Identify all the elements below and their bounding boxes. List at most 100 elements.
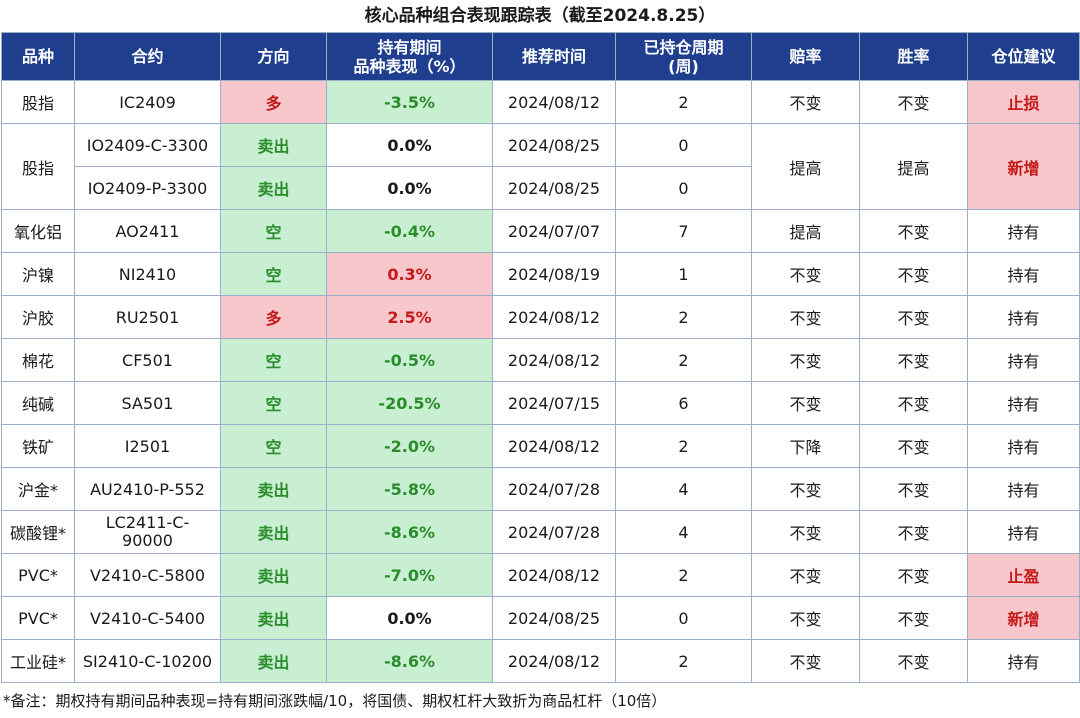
table-row: 股指 IO2409-C-3300 卖出 0.0% 2024/08/25 0 提高… bbox=[1, 123, 1080, 210]
weeks-cell: 2 bbox=[615, 553, 752, 597]
direction-cell: 卖出 bbox=[220, 467, 327, 511]
date-cell: 2024/08/12 bbox=[492, 424, 616, 468]
header-weeks: 已持仓周期 (周) bbox=[615, 32, 752, 81]
weeks-cell: 2 bbox=[615, 80, 752, 124]
direction-cell: 空 bbox=[220, 209, 327, 253]
advice-cell: 持有 bbox=[967, 510, 1080, 554]
direction-cell: 卖出 bbox=[220, 166, 327, 210]
performance-cell: -8.6% bbox=[326, 639, 493, 683]
date-cell: 2024/07/28 bbox=[492, 467, 616, 511]
variety-cell: 纯碱 bbox=[1, 381, 75, 425]
win-rate-cell: 不变 bbox=[859, 80, 968, 124]
date-cell: 2024/07/07 bbox=[492, 209, 616, 253]
contract-cell: AU2410-P-552 bbox=[74, 467, 221, 511]
table-row: 沪镍 NI2410 空 0.3% 2024/08/19 1 不变 不变 持有 bbox=[1, 252, 1080, 296]
advice-cell: 新增 bbox=[967, 596, 1080, 640]
contract-cell: IC2409 bbox=[74, 80, 221, 124]
performance-cell: -20.5% bbox=[326, 381, 493, 425]
table-row: 铁矿 I2501 空 -2.0% 2024/08/12 2 下降 不变 持有 bbox=[1, 424, 1080, 468]
header-weeks-line2: (周) bbox=[668, 56, 699, 76]
odds-cell: 不变 bbox=[751, 596, 860, 640]
date-cell: 2024/08/12 bbox=[492, 553, 616, 597]
weeks-cell: 2 bbox=[615, 639, 752, 683]
variety-cell: 股指 bbox=[1, 80, 75, 124]
header-perf-line2: 品种表现（%） bbox=[353, 56, 466, 76]
table-row: IO2409-P-3300 卖出 0.0% 2024/08/25 0 bbox=[2, 166, 1080, 210]
contract-cell: I2501 bbox=[74, 424, 221, 468]
weeks-cell: 0 bbox=[615, 596, 752, 640]
header-odds: 赔率 bbox=[751, 32, 860, 81]
variety-cell: 铁矿 bbox=[1, 424, 75, 468]
contract-cell: SI2410-C-10200 bbox=[74, 639, 221, 683]
performance-cell: -3.5% bbox=[326, 80, 493, 124]
header-direction: 方向 bbox=[220, 32, 327, 81]
advice-cell: 持有 bbox=[967, 209, 1080, 253]
contract-cell: IO2409-P-3300 bbox=[74, 166, 221, 210]
direction-cell: 卖出 bbox=[220, 553, 327, 597]
direction-cell: 卖出 bbox=[220, 639, 327, 683]
performance-cell: 0.0% bbox=[326, 123, 493, 167]
portfolio-table: 品种 合约 方向 持有期间 品种表现（%） 推荐时间 已持仓周期 (周) 赔率 胜率… bbox=[1, 32, 1080, 683]
variety-cell: 工业硅* bbox=[1, 639, 75, 683]
variety-cell: 沪胶 bbox=[1, 295, 75, 339]
table-row: 棉花 CF501 空 -0.5% 2024/08/12 2 不变 不变 持有 bbox=[1, 338, 1080, 382]
weeks-cell: 1 bbox=[615, 252, 752, 296]
header-variety: 品种 bbox=[1, 32, 75, 81]
date-cell: 2024/08/19 bbox=[492, 252, 616, 296]
advice-cell: 持有 bbox=[967, 467, 1080, 511]
date-cell: 2024/08/12 bbox=[492, 80, 616, 124]
odds-cell: 不变 bbox=[751, 553, 860, 597]
contract-cell: V2410-C-5400 bbox=[74, 596, 221, 640]
odds-cell: 不变 bbox=[751, 467, 860, 511]
header-win-rate: 胜率 bbox=[859, 32, 968, 81]
weeks-cell: 0 bbox=[615, 123, 752, 167]
advice-cell: 持有 bbox=[967, 338, 1080, 382]
variety-cell: 沪金* bbox=[1, 467, 75, 511]
weeks-cell: 2 bbox=[615, 295, 752, 339]
direction-cell: 卖出 bbox=[220, 123, 327, 167]
contract-cell: SA501 bbox=[74, 381, 221, 425]
header-contract: 合约 bbox=[74, 32, 221, 81]
contract-line2: 90000 bbox=[122, 531, 173, 550]
header-performance: 持有期间 品种表现（%） bbox=[326, 32, 493, 81]
win-rate-cell: 不变 bbox=[859, 295, 968, 339]
header-weeks-line1: 已持仓周期 bbox=[643, 37, 724, 57]
date-cell: 2024/08/25 bbox=[492, 166, 616, 210]
odds-cell: 提高 bbox=[751, 123, 860, 210]
direction-cell: 空 bbox=[220, 338, 327, 382]
table-row: PVC* V2410-C-5400 卖出 0.0% 2024/08/25 0 不… bbox=[1, 596, 1080, 640]
odds-cell: 不变 bbox=[751, 338, 860, 382]
odds-cell: 不变 bbox=[751, 381, 860, 425]
weeks-cell: 4 bbox=[615, 467, 752, 511]
table-title: 核心品种组合表现跟踪表（截至2024.8.25） bbox=[364, 6, 716, 26]
contract-cell: NI2410 bbox=[74, 252, 221, 296]
weeks-cell: 2 bbox=[615, 424, 752, 468]
odds-cell: 不变 bbox=[751, 639, 860, 683]
win-rate-cell: 不变 bbox=[859, 467, 968, 511]
variety-cell: 氧化铝 bbox=[1, 209, 75, 253]
variety-cell: 沪镍 bbox=[1, 252, 75, 296]
header-perf-line1: 持有期间 bbox=[377, 37, 442, 57]
table-row: 沪胶 RU2501 多 2.5% 2024/08/12 2 不变 不变 持有 bbox=[1, 295, 1080, 339]
win-rate-cell: 不变 bbox=[859, 639, 968, 683]
date-cell: 2024/08/25 bbox=[492, 596, 616, 640]
date-cell: 2024/08/12 bbox=[492, 338, 616, 382]
direction-cell: 空 bbox=[220, 424, 327, 468]
performance-cell: 2.5% bbox=[326, 295, 493, 339]
performance-cell: 0.0% bbox=[326, 596, 493, 640]
table-row: PVC* V2410-C-5800 卖出 -7.0% 2024/08/12 2 … bbox=[1, 553, 1080, 597]
win-rate-cell: 不变 bbox=[859, 553, 968, 597]
performance-cell: -7.0% bbox=[326, 553, 493, 597]
direction-cell: 卖出 bbox=[220, 510, 327, 554]
direction-cell: 空 bbox=[220, 252, 327, 296]
performance-cell: 0.0% bbox=[326, 166, 493, 210]
contract-cell: CF501 bbox=[74, 338, 221, 382]
contract-line1: LC2411-C- bbox=[105, 513, 190, 532]
header-rec-time: 推荐时间 bbox=[492, 32, 616, 81]
contract-cell: LC2411-C- 90000 bbox=[74, 510, 221, 554]
win-rate-cell: 不变 bbox=[859, 424, 968, 468]
advice-cell: 持有 bbox=[967, 639, 1080, 683]
date-cell: 2024/08/12 bbox=[492, 639, 616, 683]
contract-cell: V2410-C-5800 bbox=[74, 553, 221, 597]
win-rate-cell: 不变 bbox=[859, 338, 968, 382]
